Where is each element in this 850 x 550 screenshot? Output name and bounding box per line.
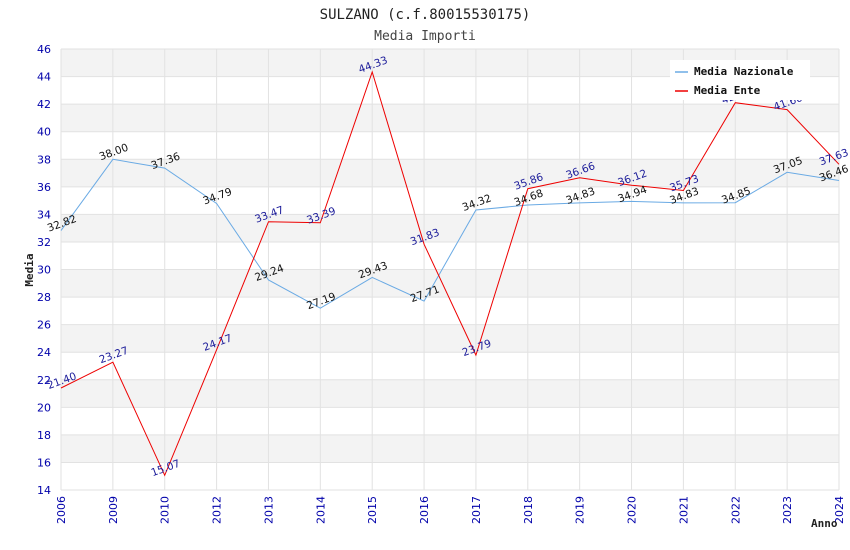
y-tick-label: 24 <box>37 346 51 359</box>
grid-band <box>61 324 839 353</box>
y-tick-label: 18 <box>37 429 51 442</box>
chart-subtitle: Media Importi <box>374 29 476 44</box>
y-axis-ticks: 14 16 18 20 22 24 26 28 30 32 34 36 38 40 42 44 46 <box>37 43 51 497</box>
grid-band <box>61 214 839 242</box>
grid-band <box>61 159 839 187</box>
x-tick-label: 2021 <box>677 496 690 524</box>
x-axis-label: Anno <box>811 517 838 530</box>
x-tick-label: 2015 <box>366 496 379 524</box>
y-axis-label: Media <box>23 253 36 286</box>
y-tick-label: 36 <box>37 181 51 194</box>
legend-box <box>670 60 810 100</box>
series-lines <box>60 70 840 477</box>
y-tick-label: 30 <box>37 264 51 277</box>
y-tick-label: 16 <box>37 456 51 469</box>
grid-band <box>61 269 839 298</box>
x-tick-label: 2012 <box>211 496 224 524</box>
series-line-ente <box>60 70 840 477</box>
x-tick-label: 2024 <box>833 496 846 524</box>
x-tick-label: 2020 <box>626 496 639 524</box>
grid-lines <box>60 48 840 491</box>
x-tick-label: 2014 <box>314 496 327 524</box>
y-tick-label: 42 <box>37 98 51 111</box>
grid-bands <box>61 49 839 490</box>
x-tick-label: 2019 <box>574 496 587 524</box>
grid-band <box>61 131 839 160</box>
chart-title: SULZANO (c.f.80015530175) <box>320 7 531 23</box>
grid-band <box>61 434 839 463</box>
y-tick-label: 22 <box>37 374 51 387</box>
grid-band <box>61 407 839 435</box>
x-tick-label: 2022 <box>729 496 742 524</box>
x-tick-label: 2017 <box>470 496 483 524</box>
series-line-nazionale <box>60 158 840 309</box>
y-tick-label: 46 <box>37 43 51 56</box>
legend-label-ente: Media Ente <box>694 84 761 97</box>
y-tick-label: 26 <box>37 319 51 332</box>
x-tick-label: 2010 <box>159 496 172 524</box>
y-tick-label: 34 <box>37 208 51 221</box>
grid-band <box>61 297 839 325</box>
y-tick-label: 14 <box>37 484 51 497</box>
grid-band <box>61 352 839 380</box>
grid-band <box>61 462 839 490</box>
x-tick-label: 2013 <box>262 496 275 524</box>
y-tick-label: 28 <box>37 291 51 304</box>
x-axis-ticks: 2006 2009 2010 2012 2013 2014 2015 2016 2017 2018… <box>55 496 846 524</box>
grid-band <box>61 379 839 408</box>
y-tick-label: 20 <box>37 401 51 414</box>
legend: Media Nazionale Media Ente <box>670 60 810 100</box>
y-tick-label: 44 <box>37 71 51 84</box>
x-tick-label: 2018 <box>522 496 535 524</box>
x-tick-label: 2016 <box>418 496 431 524</box>
x-tick-label: 2023 <box>781 496 794 524</box>
legend-label-nazionale: Media Nazionale <box>694 65 794 78</box>
x-tick-label: 2006 <box>55 496 68 524</box>
x-tick-label: 2009 <box>107 496 120 524</box>
grid-band <box>61 104 839 132</box>
y-tick-label: 40 <box>37 126 51 139</box>
y-tick-label: 38 <box>37 153 51 166</box>
grid-band <box>61 186 839 215</box>
y-tick-label: 32 <box>37 236 51 249</box>
